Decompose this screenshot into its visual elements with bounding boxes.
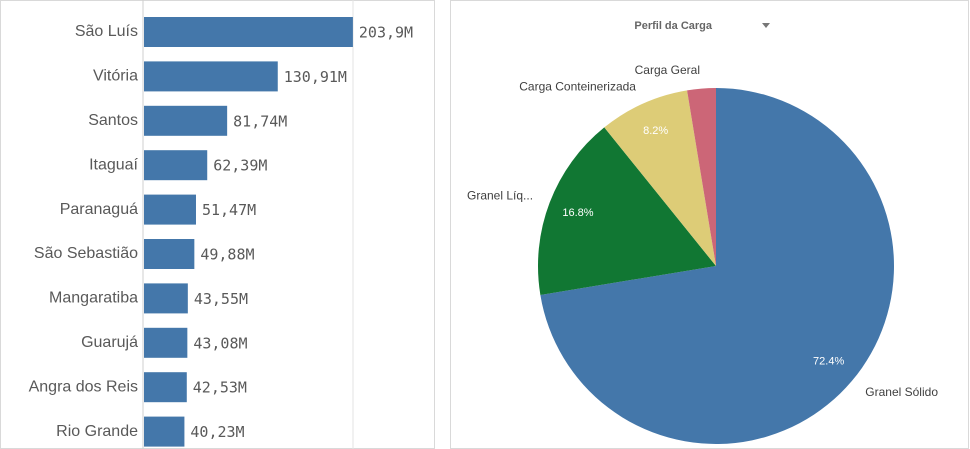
value-label: 43,55M <box>194 290 248 308</box>
pie-slice <box>540 88 894 444</box>
value-label: 130,91M <box>284 68 347 86</box>
bar <box>144 194 196 225</box>
value-label: 81,74M <box>233 112 287 130</box>
pie-slice <box>687 88 716 266</box>
bar <box>144 239 195 269</box>
slice-value-label: 16.8% <box>562 207 593 219</box>
value-label: 40,23M <box>190 423 244 441</box>
category-label: São Luís <box>75 23 138 40</box>
category-label: Vitória <box>93 68 138 85</box>
slice-label: Granel Líq... <box>467 188 533 202</box>
bar <box>144 327 188 358</box>
slice-label: Carga Geral <box>635 63 700 77</box>
slice-label: Carga Conteinerizada <box>519 79 636 93</box>
value-label: 51,47M <box>202 201 256 219</box>
slice-value-label: 72.4% <box>813 356 844 368</box>
category-label: Mangaratiba <box>49 290 138 307</box>
pie-title[interactable]: Perfil da Carga <box>634 20 713 32</box>
category-label: Paranaguá <box>60 201 138 218</box>
bar <box>144 61 278 92</box>
bar <box>144 372 187 403</box>
dropdown-icon[interactable] <box>762 23 770 28</box>
value-label: 49,88M <box>200 246 254 264</box>
category-label: Guarujá <box>81 334 138 351</box>
bar <box>144 105 228 136</box>
category-label: Angra dos Reis <box>29 378 138 395</box>
pie-slice <box>538 127 716 295</box>
value-label: 62,39M <box>213 157 267 175</box>
category-label: Santos <box>88 112 138 129</box>
bar <box>144 17 353 47</box>
category-label: Itaguaí <box>89 156 138 173</box>
slice-label: Granel Sólido <box>865 385 938 399</box>
bar <box>144 283 188 314</box>
category-label: Rio Grande <box>56 423 138 440</box>
bar <box>144 416 185 447</box>
value-label: 203,9M <box>359 24 413 42</box>
bar <box>144 150 208 181</box>
value-label: 42,53M <box>193 379 247 397</box>
value-label: 43,08M <box>193 334 247 352</box>
category-label: São Sebastião <box>34 245 138 262</box>
slice-value-label: 8.2% <box>643 125 668 137</box>
pie-slice <box>604 90 716 266</box>
